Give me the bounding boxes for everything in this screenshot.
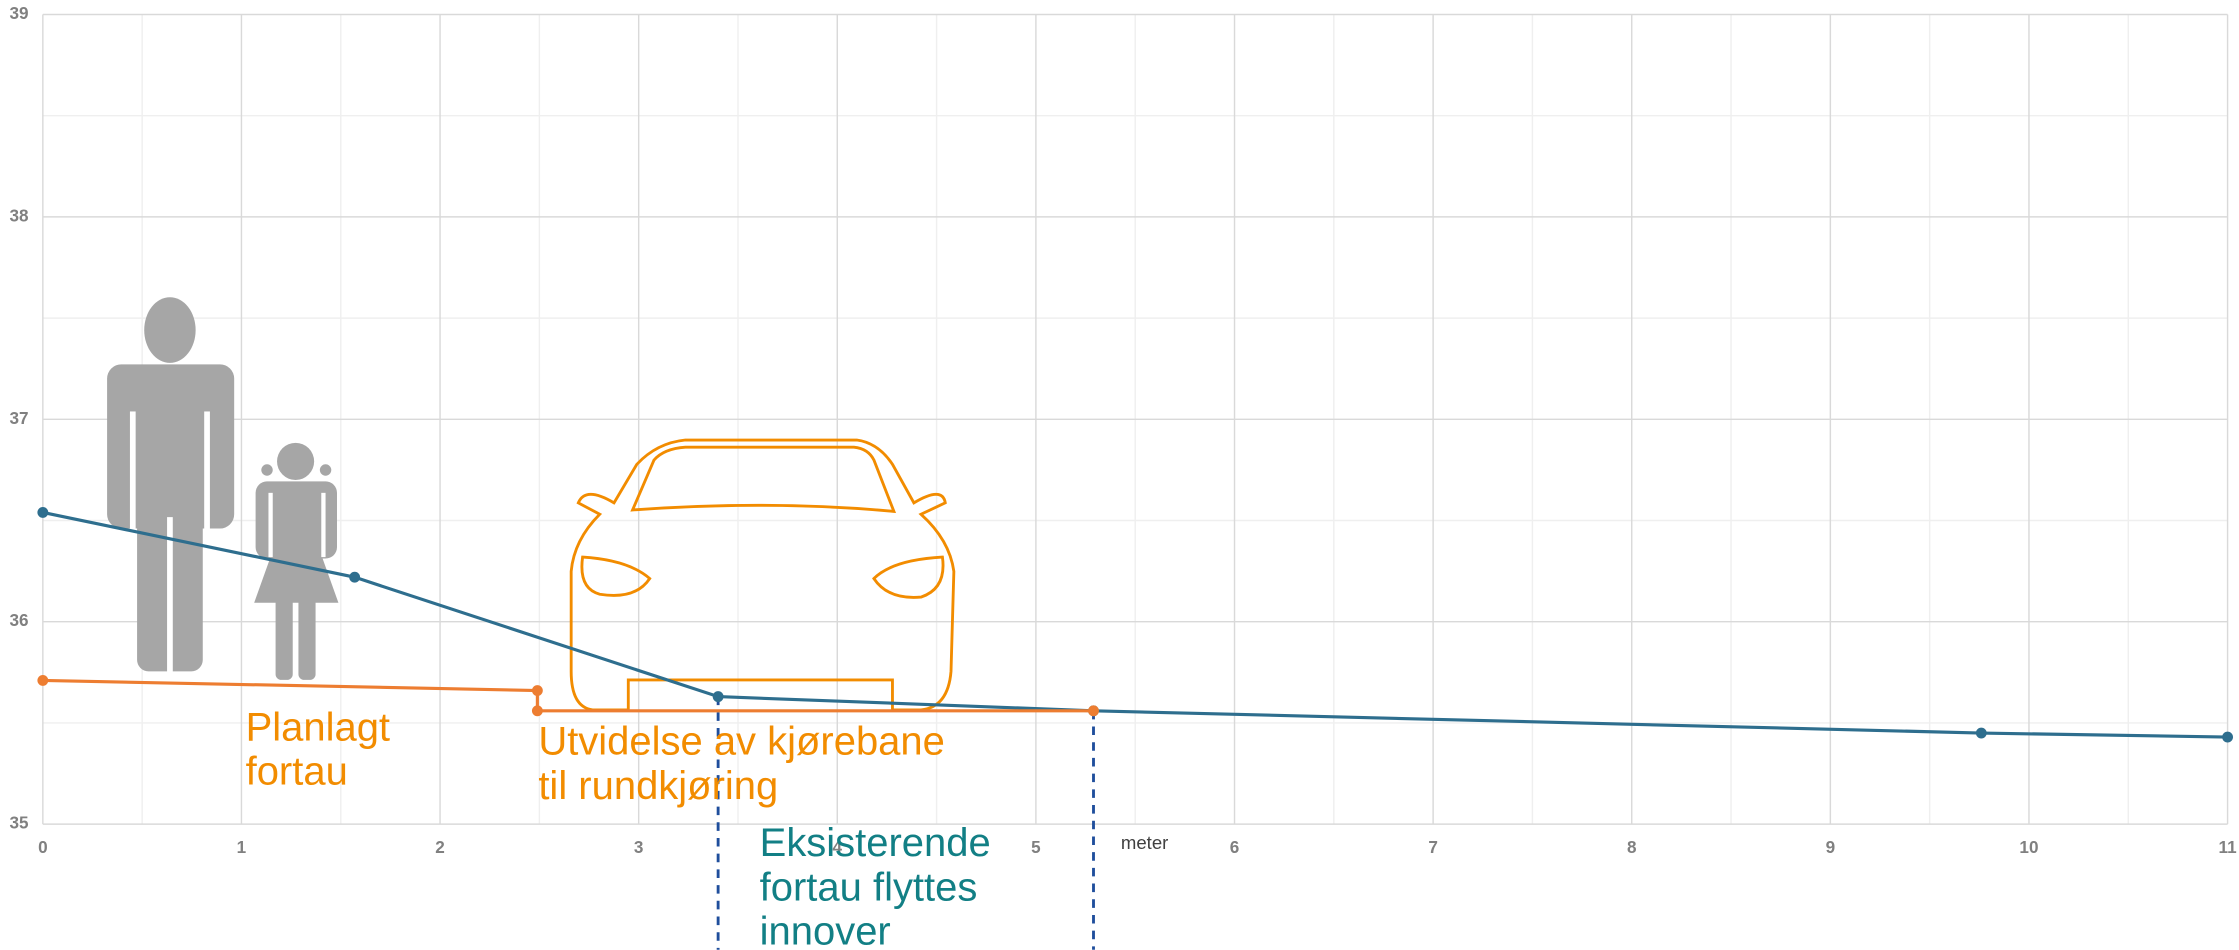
x-tick-label: 0 xyxy=(38,837,48,857)
annotation: fortau flyttes xyxy=(760,865,978,909)
annotation: Eksisterende xyxy=(760,821,991,865)
child-silhouette xyxy=(254,443,338,680)
point xyxy=(532,685,543,696)
point xyxy=(2222,732,2233,743)
point xyxy=(1976,728,1987,739)
x-tick-label: 9 xyxy=(1826,837,1836,857)
y-tick-label: 39 xyxy=(9,3,28,23)
x-tick-label: 7 xyxy=(1428,837,1438,857)
point xyxy=(37,507,48,518)
x-tick-label: 8 xyxy=(1627,837,1637,857)
y-tick-label: 38 xyxy=(9,205,28,225)
annotation: Planlagt xyxy=(246,705,390,749)
x-tick-label: 1 xyxy=(237,837,247,857)
x-tick-label: 2 xyxy=(435,837,445,857)
car-outline xyxy=(571,440,954,710)
y-tick-label: 36 xyxy=(9,610,28,630)
x-tick-label: 10 xyxy=(2019,837,2038,857)
annotation: innover xyxy=(760,910,891,950)
point xyxy=(37,675,48,686)
point xyxy=(532,705,543,716)
x-axis-label: meter xyxy=(1121,832,1168,853)
x-tick-label: 5 xyxy=(1031,837,1041,857)
grid xyxy=(43,14,2228,824)
y-tick-label: 37 xyxy=(9,408,28,428)
figures xyxy=(107,297,954,710)
annotation: Utvidelse av kjørebane xyxy=(538,720,945,764)
point xyxy=(713,691,724,702)
point xyxy=(1088,705,1099,716)
x-tick-label: 3 xyxy=(634,837,644,857)
x-tick-label: 11 xyxy=(2219,837,2238,857)
point xyxy=(349,572,360,583)
x-tick-label: 6 xyxy=(1230,837,1240,857)
annotation: fortau xyxy=(246,750,348,794)
y-tick-label: 35 xyxy=(9,813,29,833)
chart: 012345678910113536373839PlanlagtfortauUt… xyxy=(0,0,2239,950)
annotation: til rundkjøring xyxy=(538,764,778,808)
